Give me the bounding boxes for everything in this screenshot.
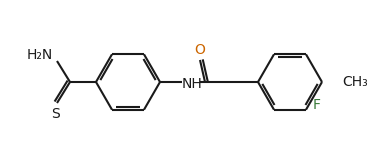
Text: S: S xyxy=(52,107,60,121)
Text: O: O xyxy=(194,43,206,57)
Text: H₂N: H₂N xyxy=(27,48,53,62)
Text: CH₃: CH₃ xyxy=(342,75,368,89)
Text: NH: NH xyxy=(182,77,203,91)
Text: F: F xyxy=(313,98,321,112)
